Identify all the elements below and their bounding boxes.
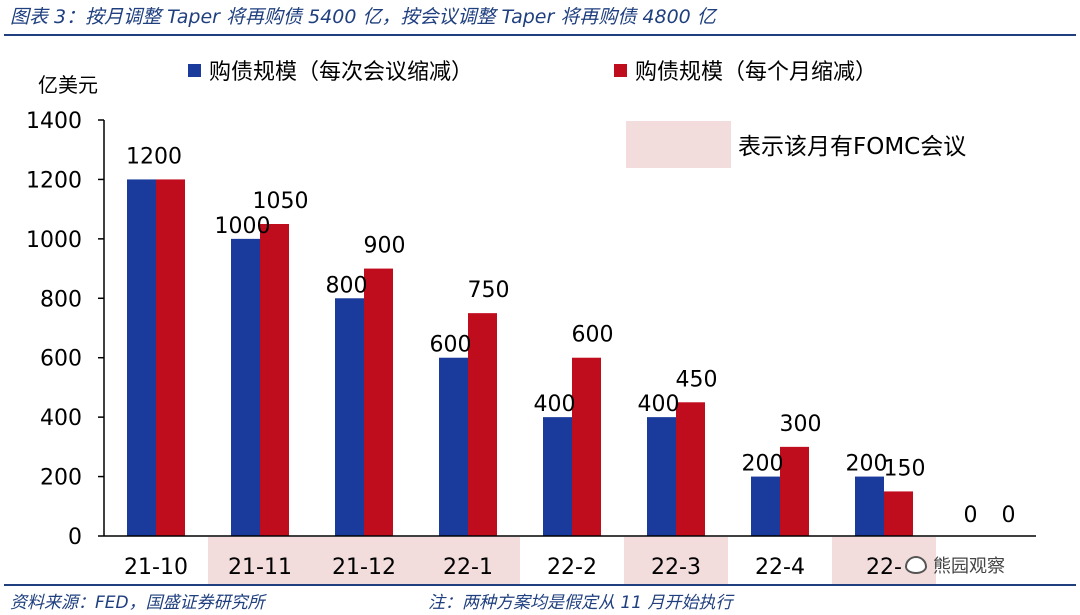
bar-meeting-21-10 (127, 179, 156, 536)
data-label-monthly: 300 (780, 412, 822, 437)
legend-label-monthly: 购债规模（每个月缩减） (635, 60, 877, 85)
data-label-monthly: 1200 (126, 144, 182, 169)
data-label-meeting: 200 (742, 452, 784, 477)
fomc-band-21-11 (208, 537, 312, 584)
y-tick-label: 1400 (26, 109, 82, 134)
watermark-text: 熊园观察 (933, 556, 1005, 577)
y-axis-title: 亿美元 (38, 73, 98, 97)
bar-meeting-22-4 (751, 476, 780, 536)
bar-meeting-22-1 (439, 357, 468, 536)
x-tick-label: 22- (866, 555, 902, 580)
legend-fomc-label: 表示该月有FOMC会议 (738, 134, 966, 160)
bar-meeting-22-2 (543, 417, 572, 536)
fomc-band-21-12 (312, 537, 416, 584)
data-label-meeting: 1000 (215, 214, 271, 239)
legend: 购债规模（每次会议缩减） 购债规模（每个月缩减） 表示该月有FOMC会议 (188, 60, 966, 168)
x-tick-label: 21-12 (332, 555, 396, 580)
top-rule (4, 34, 1076, 36)
y-tick-label: 400 (40, 406, 82, 431)
bar-meeting-21-11 (231, 238, 260, 536)
x-tick-label: 22-3 (651, 555, 701, 580)
data-label-monthly: 600 (572, 323, 614, 348)
data-label-monthly: 900 (364, 234, 406, 259)
data-label-monthly: 750 (468, 278, 510, 303)
bar-meeting-22-3 (647, 417, 676, 536)
legend-swatch-meeting (188, 64, 201, 77)
bar-monthly-22-5 (884, 491, 913, 536)
x-tick-label: 22-4 (755, 555, 805, 580)
bar-monthly-22-1 (468, 313, 497, 536)
bar-monthly-22-4 (780, 446, 809, 536)
y-tick-label: 600 (40, 347, 82, 372)
bar-monthly-22-2 (572, 357, 601, 536)
figure-title: 图表 3：按月调整 Taper 将再购债 5400 亿，按会议调整 Taper … (10, 6, 716, 28)
bar-meeting-22-5 (855, 476, 884, 536)
y-tick-label: 1000 (26, 228, 82, 253)
data-label-meeting: 0 (964, 503, 978, 528)
y-tick-label: 0 (68, 525, 82, 550)
bar-monthly-21-11 (260, 224, 289, 536)
x-tick-label: 21-10 (124, 555, 188, 580)
bar-monthly-21-10 (156, 179, 185, 536)
data-label-meeting: 400 (638, 392, 680, 417)
data-label-monthly: 0 (1002, 503, 1016, 528)
x-tick-label: 21-11 (228, 555, 292, 580)
legend-fomc-swatch (626, 121, 731, 168)
bar-chart: 0 200 400 600 800 1000 1200 1400 亿美元 1000 800 600 4… (26, 60, 1036, 584)
y-tick-label: 800 (40, 287, 82, 312)
data-labels: 1000 800 600 400 400 200 200 0 1200 1050 900 750 600… (126, 144, 1016, 528)
data-label-monthly: 1050 (253, 189, 309, 214)
bar-monthly-21-12 (364, 268, 393, 536)
x-tick-label: 22-2 (547, 555, 597, 580)
y-tick-label: 200 (40, 466, 82, 491)
y-axis: 0 200 400 600 800 1000 1200 1400 亿美元 (26, 73, 105, 550)
x-axis: 21-10 21-11 21-12 22-1 22-2 22-3 22-4 22- (104, 535, 1036, 580)
legend-label-meeting: 购债规模（每次会议缩减） (209, 60, 473, 85)
data-label-meeting: 800 (326, 273, 368, 298)
data-label-monthly: 150 (884, 456, 926, 481)
bar-monthly-22-3 (676, 402, 705, 536)
bottom-rule (4, 584, 1076, 586)
data-label-meeting: 200 (846, 452, 888, 477)
watermark: 熊园观察 (905, 551, 1005, 579)
data-label-meeting: 600 (430, 333, 472, 358)
data-label-monthly: 450 (676, 367, 718, 392)
legend-swatch-monthly (614, 64, 627, 77)
footnote: 注：两种方案均是假定从 11 月开始执行 (428, 593, 733, 613)
bars (127, 179, 913, 536)
source-note: 资料来源：FED，国盛证券研究所 (10, 593, 265, 613)
wechat-icon (905, 556, 927, 574)
fomc-band-22-3 (624, 537, 728, 584)
bar-meeting-21-12 (335, 298, 364, 536)
data-label-meeting: 400 (534, 392, 576, 417)
fomc-band-22-1 (416, 537, 520, 584)
y-tick-label: 1200 (26, 168, 82, 193)
x-tick-label: 22-1 (443, 555, 493, 580)
